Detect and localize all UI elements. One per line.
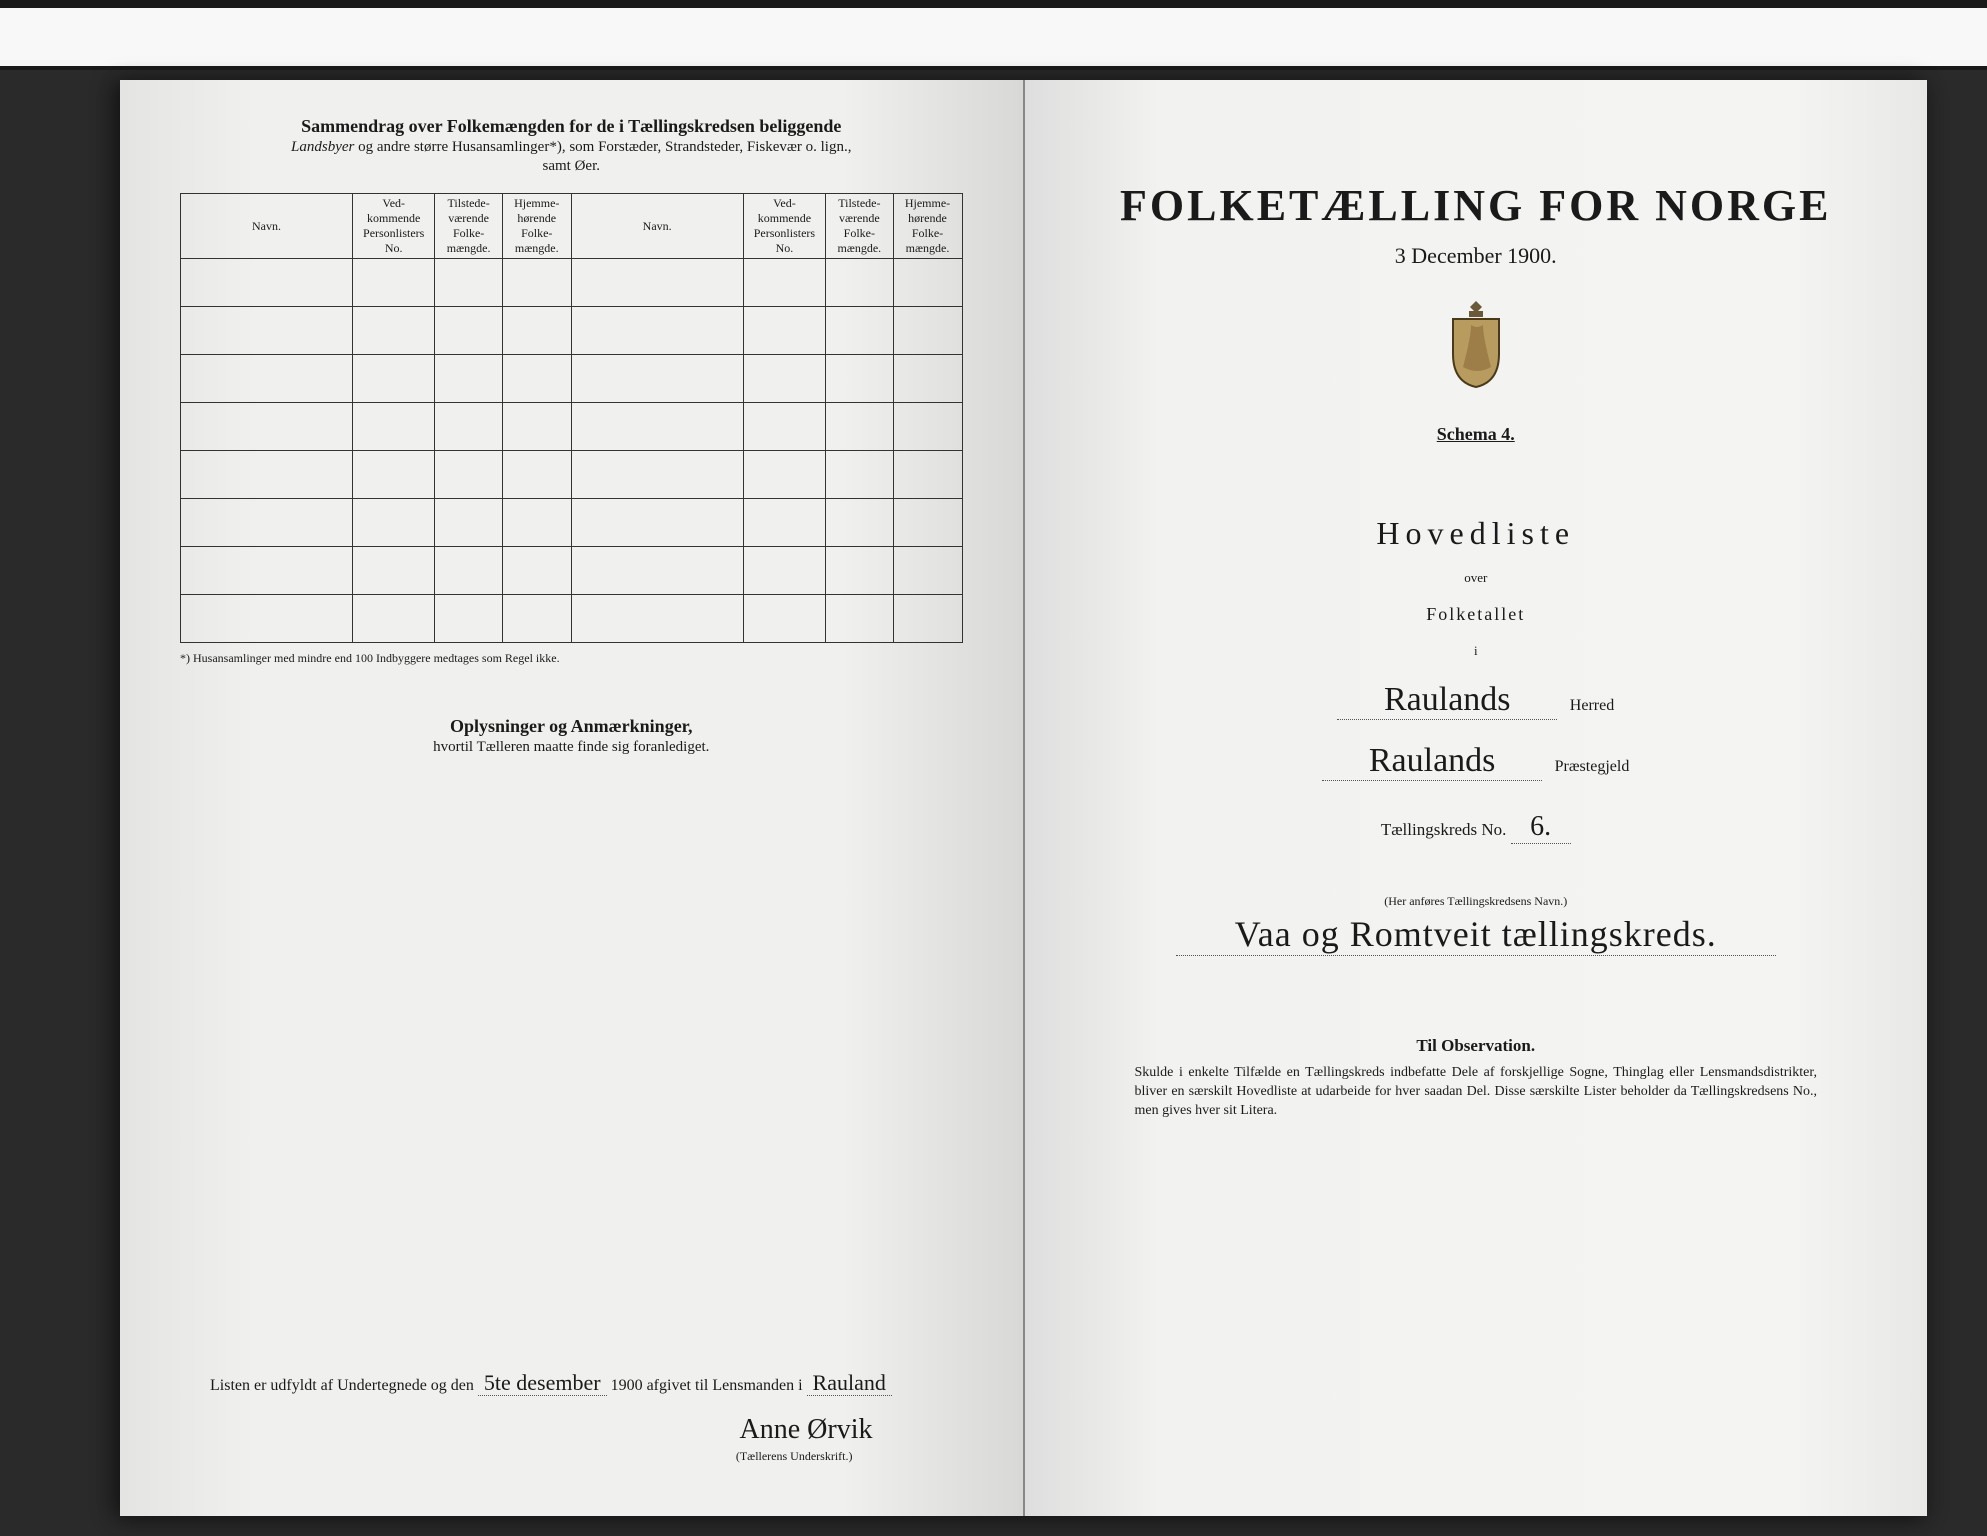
summary-table-body: [181, 259, 963, 643]
table-row: [181, 547, 963, 595]
observation-title: Til Observation.: [1085, 1036, 1868, 1056]
i-label: i: [1085, 643, 1868, 659]
col-personlister-1: Ved- kommende Personlisters No.: [352, 194, 435, 259]
folketallet-label: Folketallet: [1085, 604, 1868, 625]
listen-date: 5te desember: [478, 1370, 607, 1396]
coat-of-arms-icon: [1441, 299, 1511, 389]
summary-subtitle: Landsbyer og andre større Husansamlinger…: [180, 139, 963, 156]
kreds-row: Tællingskreds No. 6.: [1085, 811, 1868, 844]
herred-value: Raulands: [1337, 681, 1557, 720]
oplysninger-sub: hvortil Tælleren maatte finde sig foranl…: [180, 739, 963, 756]
schema-label: Schema 4.: [1437, 424, 1515, 445]
listen-line: Listen er udfyldt af Undertegnede og den…: [210, 1370, 933, 1396]
listen-mid: afgivet til Lensmanden i: [647, 1377, 803, 1394]
listen-year: 1900: [611, 1377, 643, 1394]
col-tilstede-2: Tilstede- værende Folke- mængde.: [826, 194, 893, 259]
table-row: [181, 259, 963, 307]
table-row: [181, 355, 963, 403]
praestegjeld-value: Raulands: [1322, 742, 1542, 781]
table-row: [181, 451, 963, 499]
col-hjemme-1: Hjemme- hørende Folke- mængde.: [502, 194, 571, 259]
table-row: [181, 595, 963, 643]
col-navn-2: Navn.: [571, 194, 743, 259]
praestegjeld-label: Præstegjeld: [1547, 758, 1630, 775]
herred-row: Raulands Herred: [1085, 681, 1868, 720]
listen-place: Rauland: [807, 1370, 892, 1396]
kreds-label: Tællingskreds No.: [1381, 820, 1507, 839]
summary-sub-rest: og andre større Husansamlinger*), som Fo…: [354, 139, 851, 155]
col-personlister-2: Ved- kommende Personlisters No.: [743, 194, 826, 259]
col-tilstede-1: Tilstede- værende Folke- mængde.: [435, 194, 502, 259]
census-date: 3 December 1900.: [1085, 243, 1868, 269]
praestegjeld-row: Raulands Præstegjeld: [1085, 742, 1868, 781]
observation-text: Skulde i enkelte Tilfælde en Tællingskre…: [1135, 1064, 1818, 1121]
kreds-no: 6.: [1511, 811, 1571, 844]
table-row: [181, 403, 963, 451]
right-page: FOLKETÆLLING FOR NORGE 3 December 1900. …: [1025, 80, 1928, 1516]
frame-top-bar: [0, 0, 1987, 70]
kreds-navn: Vaa og Romtveit tællingskreds.: [1176, 913, 1776, 956]
left-page: Sammendrag over Folkemængden for de i Tæ…: [120, 80, 1025, 1516]
signature: Anne Ørvik: [740, 1414, 873, 1446]
census-title: FOLKETÆLLING FOR NORGE: [1085, 180, 1868, 231]
book-spread: Sammendrag over Folkemængden for de i Tæ…: [120, 80, 1927, 1516]
signature-label: (Tællerens Underskrift.): [736, 1449, 853, 1464]
table-row: [181, 307, 963, 355]
hovedliste-title: Hovedliste: [1085, 515, 1868, 552]
summary-title: Sammendrag over Folkemængden for de i Tæ…: [180, 116, 963, 137]
herred-label: Herred: [1562, 697, 1614, 714]
col-hjemme-2: Hjemme- hørende Folke- mængde.: [893, 194, 962, 259]
summary-table: Navn. Ved- kommende Personlisters No. Ti…: [180, 193, 963, 643]
table-row: [181, 499, 963, 547]
summary-sub-em: Landsbyer: [291, 139, 354, 155]
listen-prefix: Listen er udfyldt af Undertegnede og den: [210, 1377, 474, 1394]
over-label: over: [1085, 570, 1868, 586]
summary-sub2: samt Øer.: [180, 158, 963, 175]
kreds-navn-label: (Her anføres Tællingskredsens Navn.): [1085, 894, 1868, 909]
table-footnote: *) Husansamlinger med mindre end 100 Ind…: [180, 651, 963, 666]
oplysninger-title: Oplysninger og Anmærkninger,: [180, 716, 963, 737]
col-navn-1: Navn.: [181, 194, 353, 259]
